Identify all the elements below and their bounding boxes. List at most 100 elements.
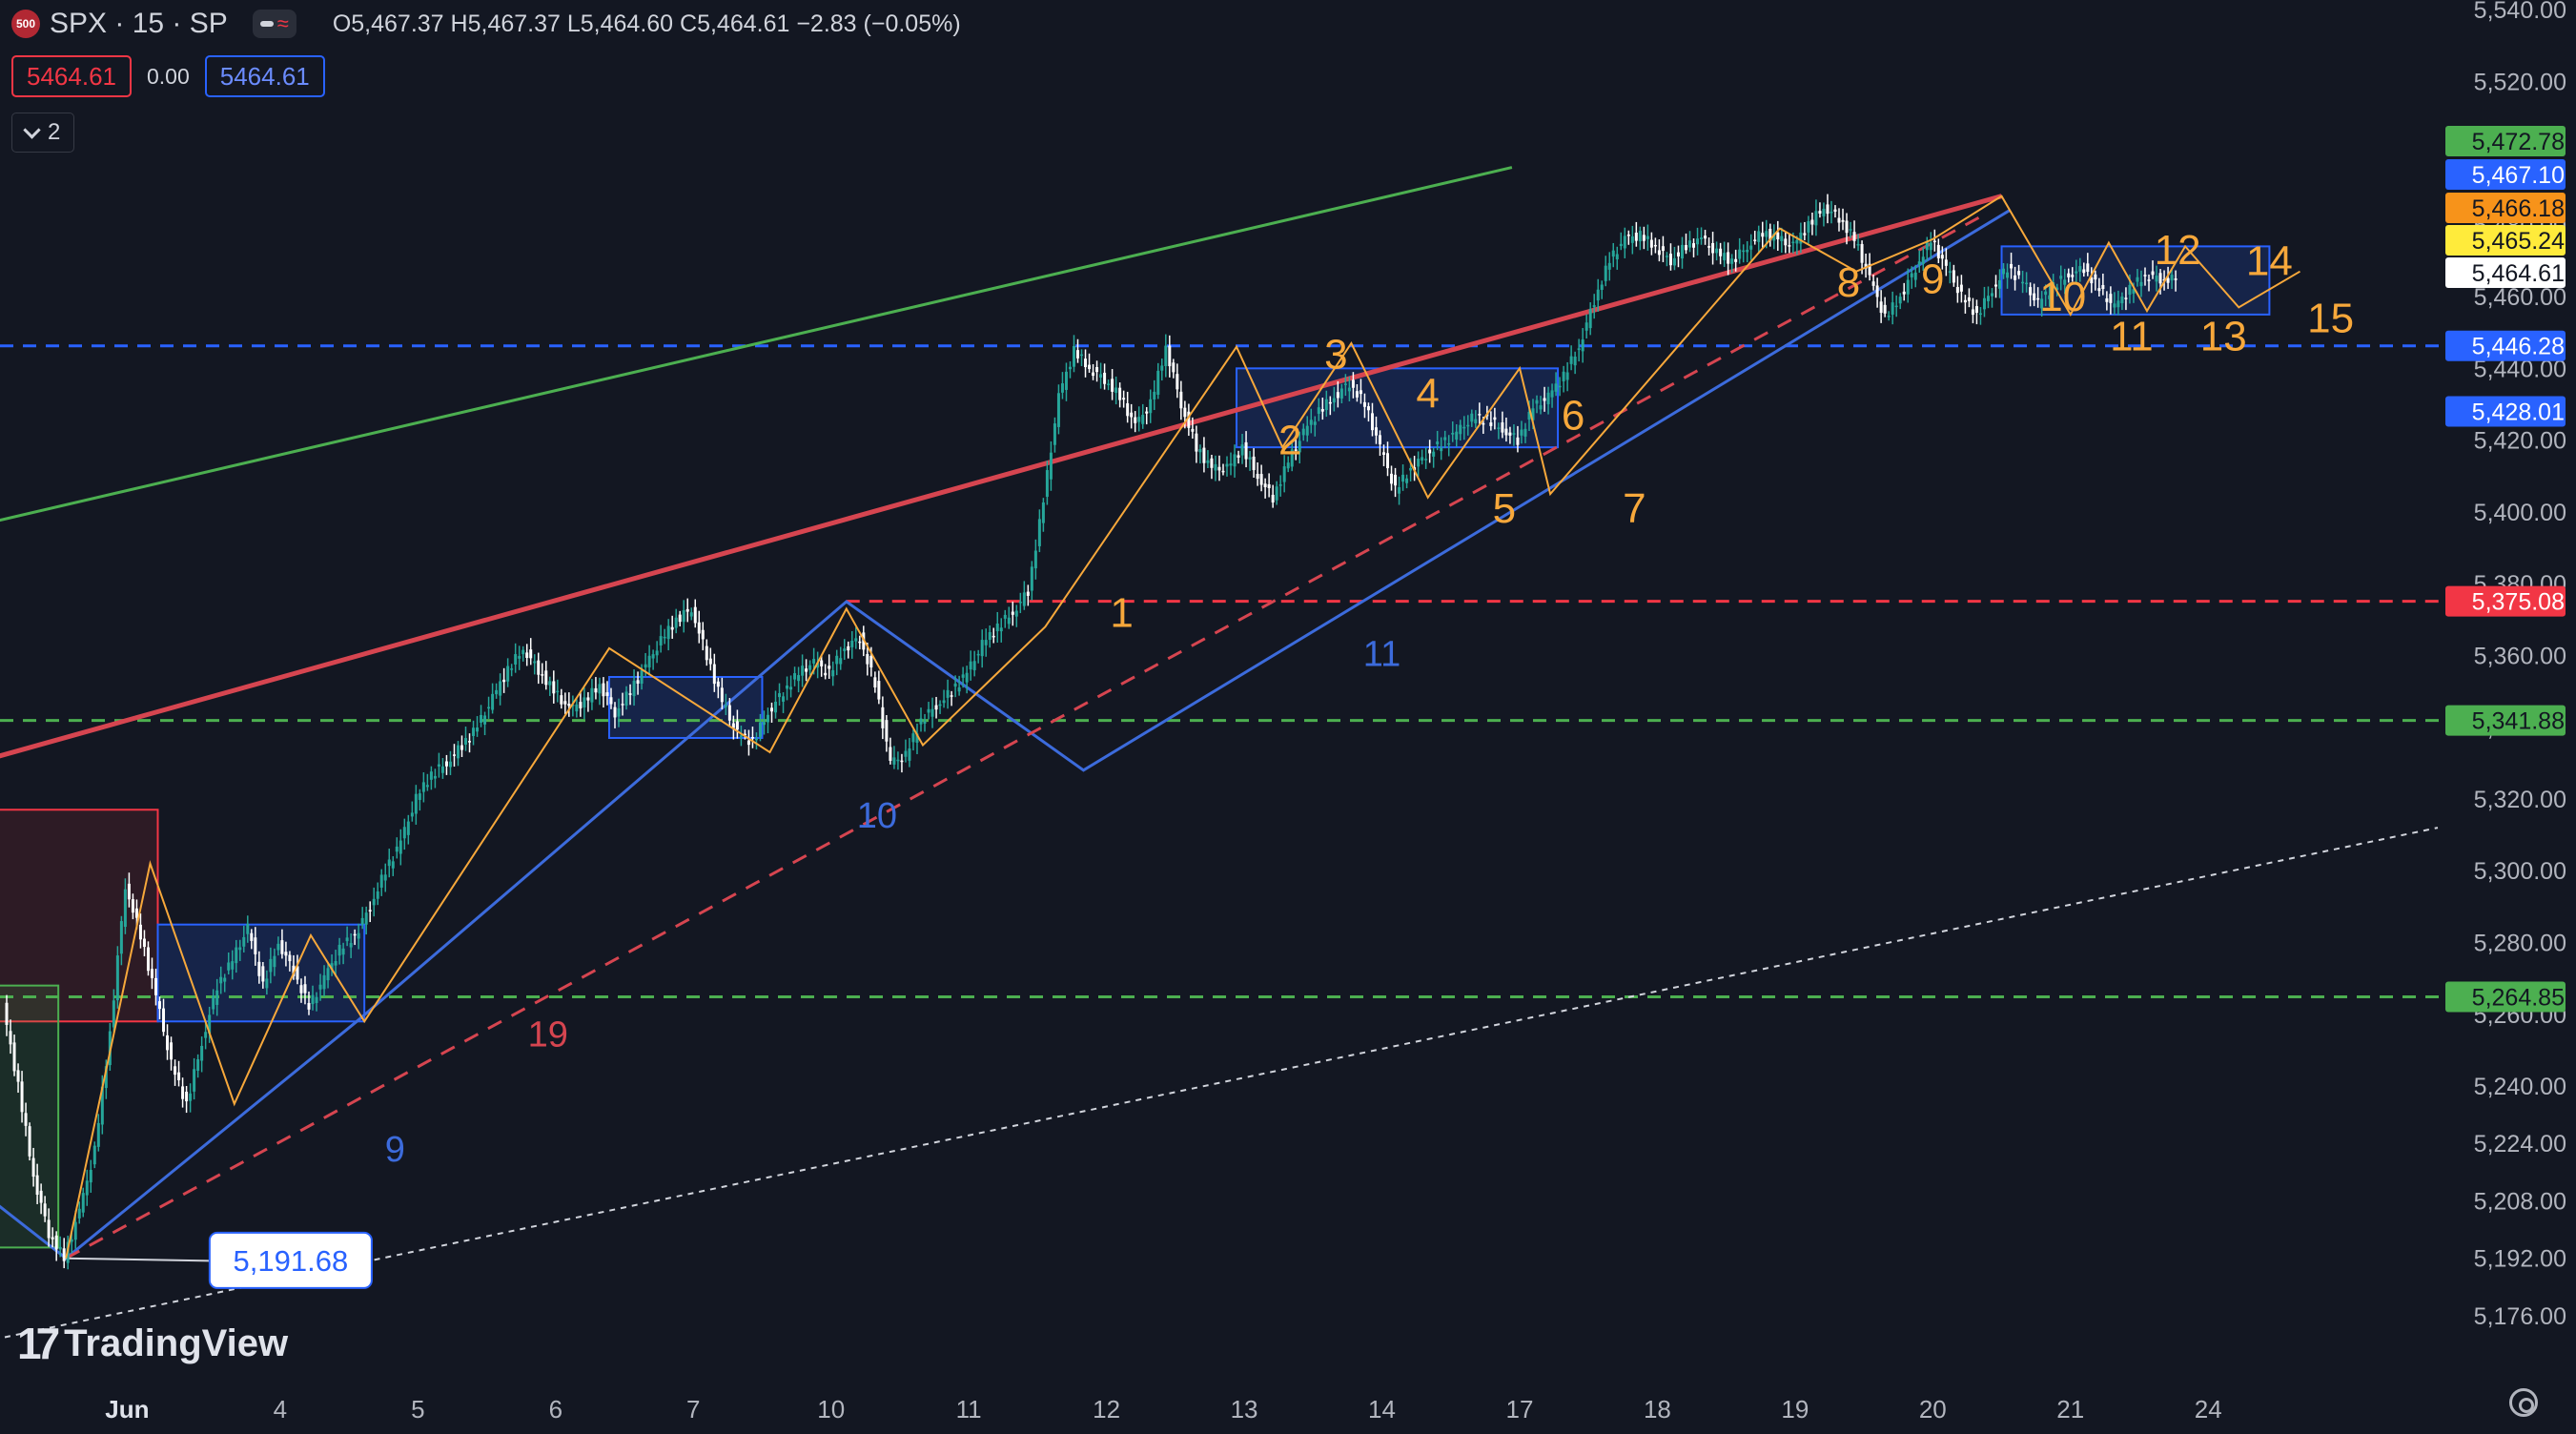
candle-body — [1971, 309, 1974, 316]
candle-body — [766, 714, 769, 723]
y-tick-label: 5,320.00 — [2474, 787, 2566, 813]
candle-body — [1466, 424, 1470, 427]
y-tick-label: 5,224.00 — [2474, 1131, 2566, 1157]
candle-body — [1723, 253, 1727, 260]
candle-body — [514, 654, 518, 665]
candle-body — [2044, 291, 2048, 296]
candle-body — [1963, 299, 1967, 303]
candle-body — [1826, 204, 1830, 215]
candle-body — [1470, 413, 1474, 422]
candle-body — [1156, 370, 1160, 396]
candle-body — [1141, 415, 1145, 424]
candle-body — [801, 666, 805, 676]
candle-body — [1917, 261, 1921, 265]
candle-body — [506, 666, 510, 682]
candle-body — [1041, 502, 1045, 523]
candle-body — [1894, 305, 1898, 308]
candle-body — [877, 681, 881, 700]
x-tick-label: 18 — [1644, 1395, 1671, 1424]
candle-body — [1512, 433, 1516, 435]
candle-body — [460, 745, 463, 750]
candle-body — [1145, 411, 1149, 414]
candle-body — [1665, 256, 1668, 257]
candle-body — [1351, 379, 1355, 388]
candle-body — [254, 937, 257, 954]
candle-body — [1214, 463, 1217, 471]
candle-body — [816, 663, 820, 668]
candle-body — [1198, 449, 1202, 453]
indicators-toggle[interactable]: 2 — [11, 113, 75, 153]
candle-body — [644, 664, 647, 668]
candle-body — [980, 640, 984, 657]
sell-button[interactable]: 5464.61 — [11, 55, 132, 97]
candle-body — [552, 681, 556, 694]
candle-body — [146, 947, 150, 972]
settings-gear-icon[interactable] — [2509, 1388, 2538, 1417]
candle-body — [1497, 427, 1501, 429]
candle-body — [533, 661, 537, 664]
wave-label: 12 — [2155, 227, 2201, 274]
candle-body — [731, 723, 735, 728]
candle-body — [1852, 232, 1856, 241]
candle-body — [774, 701, 778, 713]
candle-body — [185, 1092, 189, 1102]
candle-body — [521, 649, 525, 655]
price-tag-label: 5,446.28 — [2472, 334, 2565, 360]
candle-body — [1037, 519, 1041, 546]
x-tick-label: 17 — [1505, 1395, 1533, 1424]
candle-body — [62, 1248, 66, 1261]
candle-body — [1309, 420, 1313, 425]
candle-body — [839, 658, 843, 665]
candle-body — [590, 687, 594, 703]
wave-label: 14 — [2246, 237, 2293, 284]
candle-body — [1565, 372, 1569, 380]
wave-label: 9 — [1921, 256, 1944, 302]
candle-body — [1704, 236, 1707, 239]
visibility-toggle[interactable]: ≈ — [252, 10, 296, 38]
candle-body — [942, 700, 946, 704]
candle-body — [1807, 221, 1810, 233]
candle-body — [1240, 444, 1244, 456]
tradingview-logo[interactable]: 17 TradingView — [17, 1318, 288, 1369]
candle-body — [2071, 275, 2075, 277]
candle-body — [1149, 399, 1153, 414]
candle-body — [2143, 275, 2147, 277]
candle-body — [1684, 244, 1687, 251]
candle-body — [1875, 285, 1879, 297]
candle-body — [1301, 428, 1305, 436]
candle-body — [100, 1086, 104, 1125]
candle-body — [537, 660, 541, 675]
candle-body — [158, 1001, 162, 1010]
candle-body — [58, 1246, 62, 1250]
candle-body — [326, 968, 330, 981]
wave-icon: ≈ — [276, 11, 289, 35]
wave-label: 15 — [2307, 296, 2354, 342]
candle-body — [1107, 383, 1111, 385]
candle-body — [1952, 270, 1955, 283]
candle-body — [1080, 354, 1084, 357]
candle-body — [315, 996, 318, 1004]
trendline — [0, 166, 1513, 522]
candle-body — [1370, 413, 1374, 431]
candle-body — [257, 961, 261, 976]
candle-body — [1822, 208, 1826, 216]
candle-body — [276, 943, 280, 951]
price-tag — [2445, 981, 2566, 1013]
candle-body — [273, 955, 276, 968]
candle-body — [31, 1157, 35, 1178]
candle-body — [421, 782, 425, 792]
candle-body — [1558, 385, 1562, 388]
candle-body — [2021, 281, 2025, 284]
candle-body — [1940, 255, 1944, 259]
candle-body — [908, 748, 911, 761]
candle-body — [1060, 383, 1064, 393]
candle-body — [448, 761, 452, 768]
buy-button[interactable]: 5464.61 — [204, 55, 325, 97]
wave-label: 3 — [1324, 331, 1347, 378]
candle-body — [1164, 345, 1168, 366]
x-tick-label: 5 — [411, 1395, 424, 1424]
candle-body — [647, 655, 651, 668]
candle-body — [1501, 422, 1504, 433]
symbol-title[interactable]: SPX · 15 · SP — [50, 8, 228, 39]
